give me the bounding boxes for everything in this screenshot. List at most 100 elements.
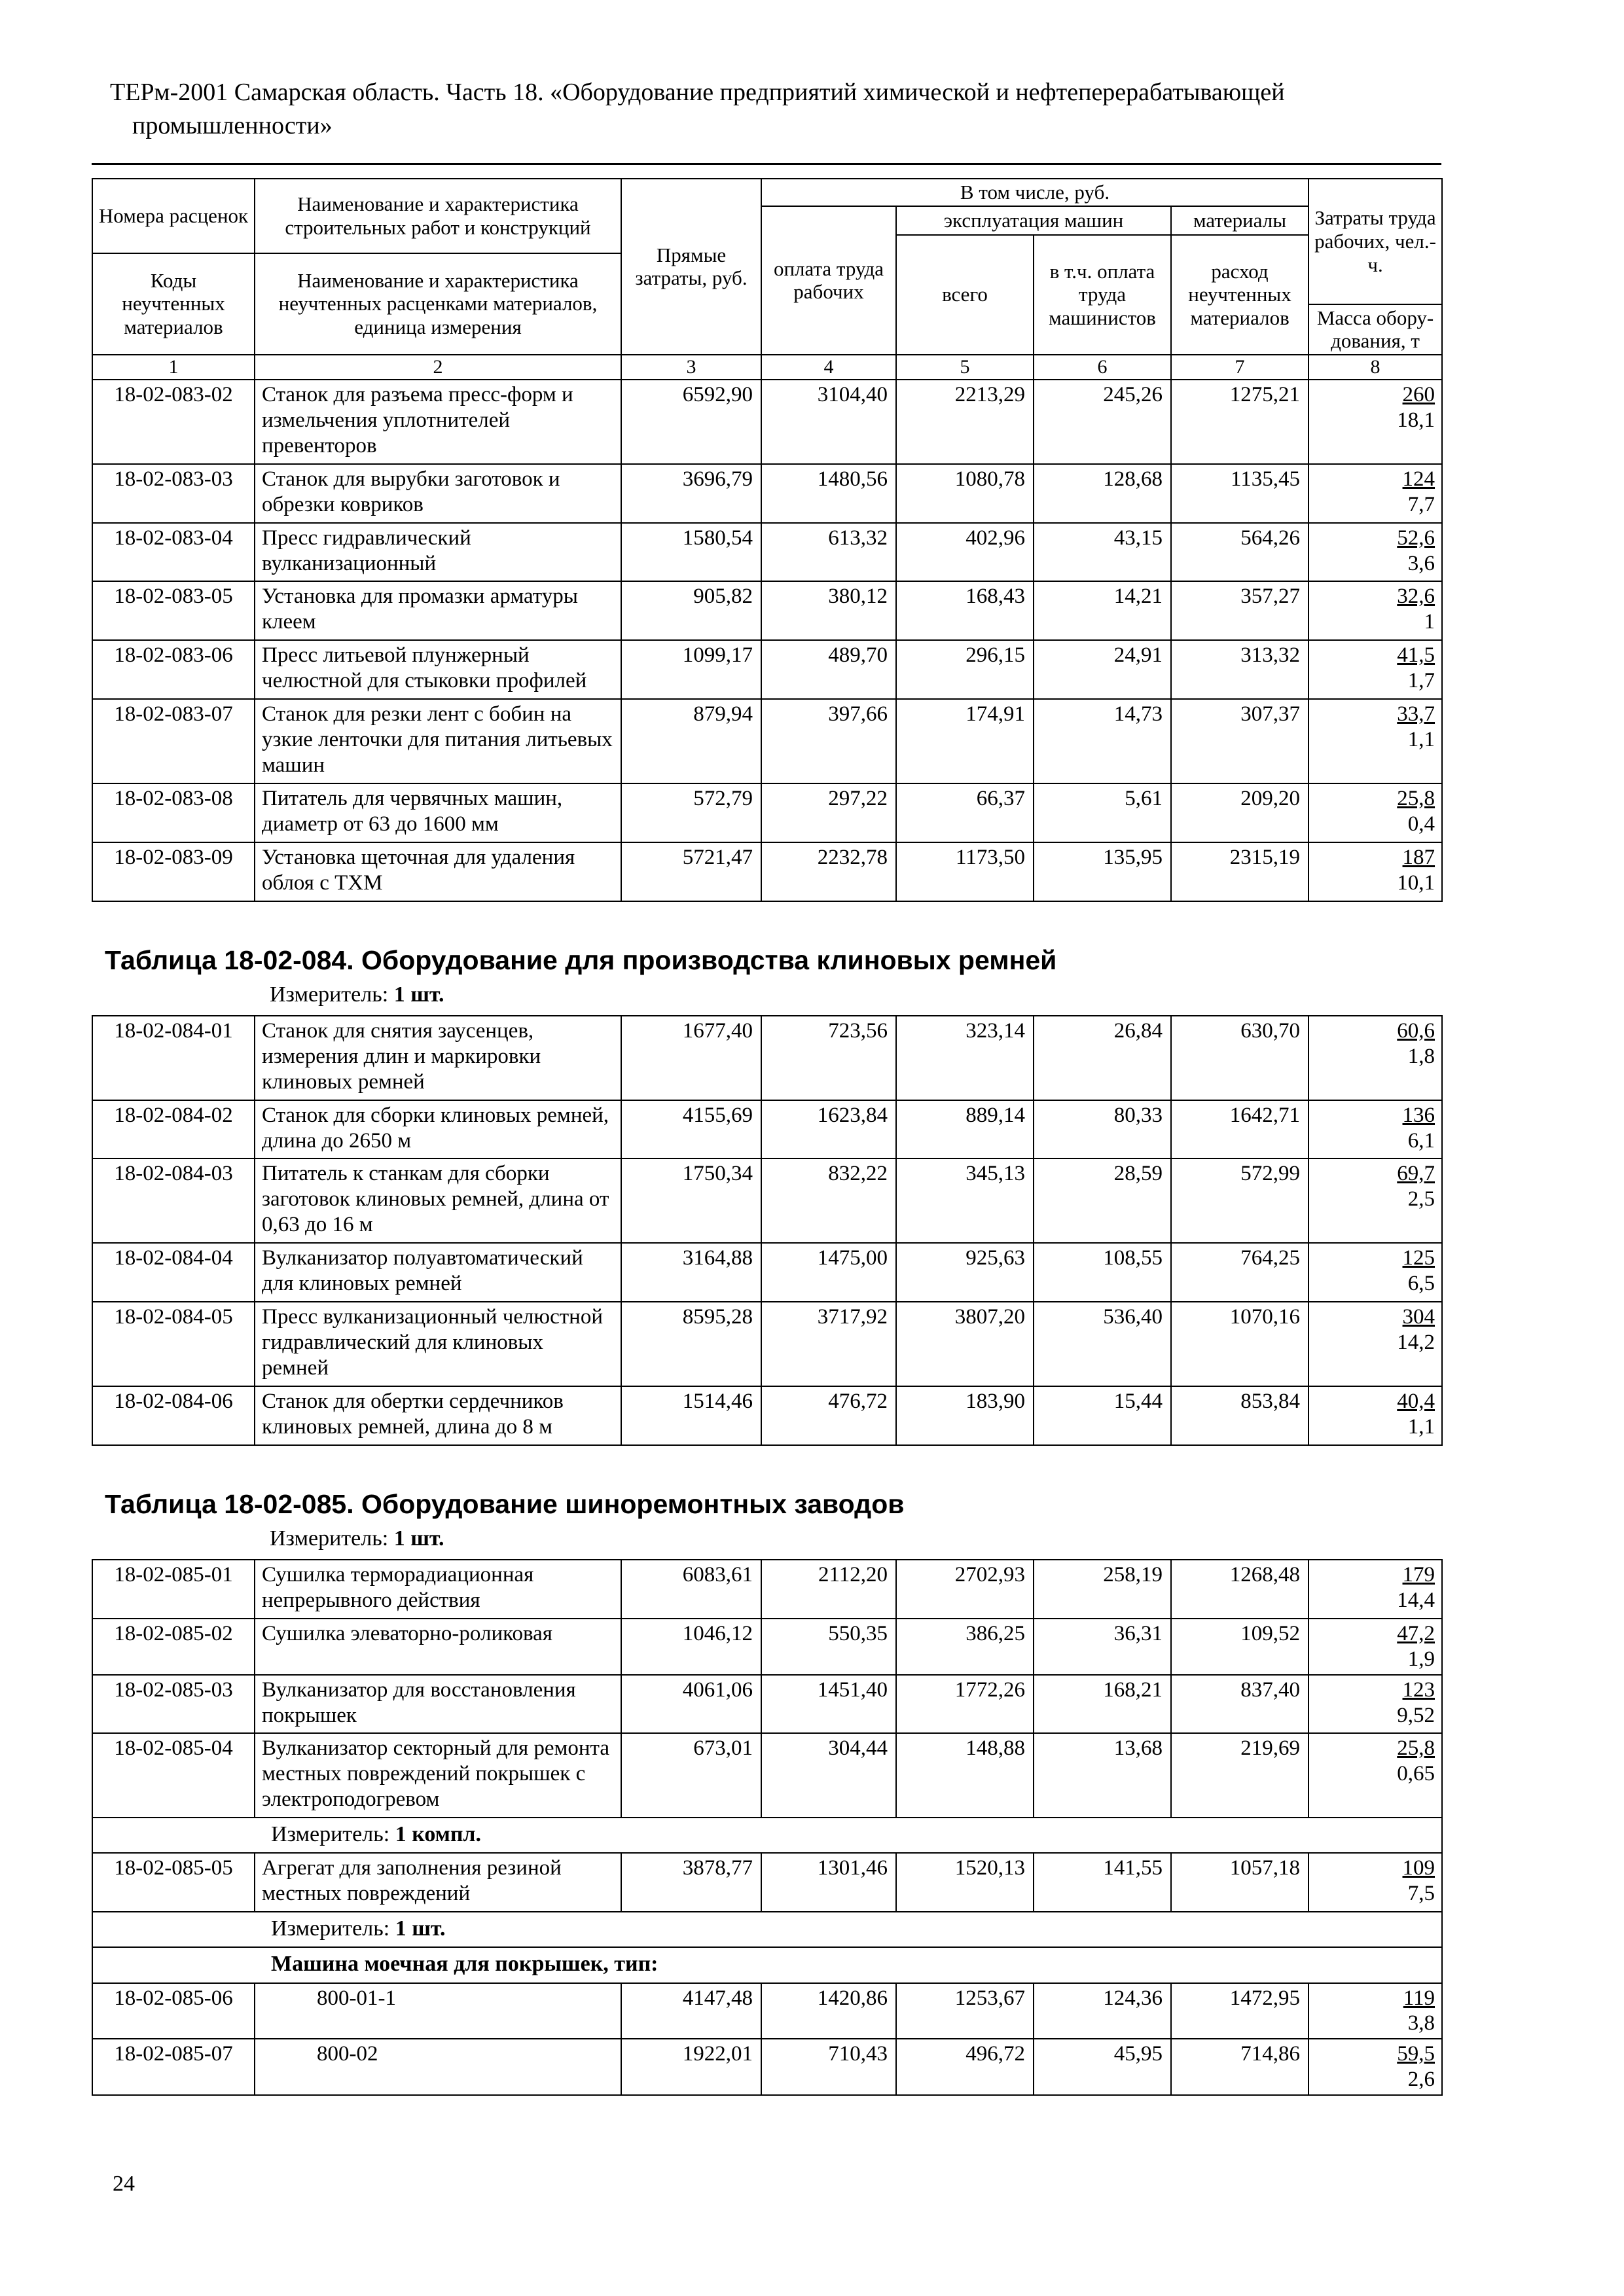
rate-code: 18-02-085-01 <box>92 1558 255 1619</box>
labor-and-mass-cell: 179 14,4 <box>1308 1558 1443 1619</box>
materials-consumption-value: 1268,48 <box>1170 1558 1309 1619</box>
machinists-pay-value: 141,55 <box>1033 1852 1172 1913</box>
materials-consumption-value: 1070,16 <box>1170 1301 1309 1387</box>
workers-pay-value: 3104,40 <box>761 378 897 465</box>
rate-row-18-02-084-06: 18-02-084-06 Станок для обертки сердечник… <box>92 1385 1443 1446</box>
direct-costs-value: 3878,77 <box>621 1852 762 1913</box>
machines-total-value: 925,63 <box>895 1242 1034 1303</box>
machines-total-value: 1253,67 <box>895 1982 1034 2040</box>
rate-row-18-02-085-04: 18-02-085-04 Вулканизатор секторный для р… <box>92 1732 1443 1819</box>
header-col6-machinists-pay: в т.ч. оплата труда машинистов <box>1033 234 1172 355</box>
page-content: Номера расценок Наименование и характери… <box>92 178 1444 2096</box>
direct-costs-value: 1046,12 <box>621 1617 762 1676</box>
rate-row-18-02-083-04: 18-02-083-04 Пресс гидравлический вулкани… <box>92 522 1443 583</box>
labor-and-mass-cell: 109 7,5 <box>1308 1852 1443 1913</box>
machinists-pay-value: 13,68 <box>1033 1732 1172 1819</box>
rate-row-18-02-083-06: 18-02-083-06 Пресс литьевой плунжерный че… <box>92 639 1443 700</box>
rate-row-18-02-083-02: 18-02-083-02 Станок для разъема пресс-фор… <box>92 378 1443 465</box>
rate-row-18-02-084-04: 18-02-084-04 Вулканизатор полуавтоматичес… <box>92 1242 1443 1303</box>
labor-and-mass-cell: 59,5 2,6 <box>1308 2038 1443 2096</box>
labor-hours-value: 123 <box>1402 1677 1435 1702</box>
labor-hours-value: 60,6 <box>1397 1018 1435 1043</box>
labor-hours-value: 41,5 <box>1397 643 1435 668</box>
machines-total-value: 2213,29 <box>895 378 1034 465</box>
labor-hours-value: 304 <box>1402 1305 1435 1329</box>
rate-row-18-02-085-06: 18-02-085-06 800-01-1 4147,48 1420,86 1253,6… <box>92 1982 1443 2040</box>
rate-code: 18-02-084-03 <box>92 1158 255 1244</box>
equipment-mass-value: 2,5 <box>1407 1187 1435 1211</box>
labor-hours-value: 25,8 <box>1397 1736 1435 1761</box>
machines-total-value: 168,43 <box>895 581 1034 641</box>
measurer-label: Измеритель: <box>271 1916 395 1941</box>
direct-costs-value: 1750,34 <box>621 1158 762 1244</box>
rates-table-083: Номера расценок Наименование и характери… <box>92 178 1443 902</box>
rate-code: 18-02-084-04 <box>92 1242 255 1303</box>
labor-hours-value: 187 <box>1402 845 1435 869</box>
direct-costs-value: 1922,01 <box>621 2038 762 2096</box>
materials-consumption-value: 313,32 <box>1170 639 1310 700</box>
section-title-085: Таблица 18-02-085. Оборудование шиноремо… <box>105 1488 905 1519</box>
direct-costs-value: 905,82 <box>621 581 762 641</box>
rate-row-18-02-083-07: 18-02-083-07 Станок для резки лент с боби… <box>92 698 1443 785</box>
labor-and-mass-cell: 69,7 2,5 <box>1308 1158 1443 1244</box>
rate-name: Станок для резки лент с бобин на узкие л… <box>254 698 622 785</box>
rate-code: 18-02-083-05 <box>92 581 255 641</box>
rate-row-18-02-083-09: 18-02-083-09 Установка щеточная для удале… <box>92 841 1443 902</box>
direct-costs-value: 1514,46 <box>621 1385 762 1446</box>
measurer-value: 1 шт. <box>393 1526 444 1551</box>
materials-consumption-value: 837,40 <box>1170 1674 1309 1734</box>
labor-hours-value: 109 <box>1402 1856 1435 1880</box>
equipment-mass-value: 18,1 <box>1397 408 1435 432</box>
equipment-mass-value: 14,2 <box>1397 1331 1435 1355</box>
header-col2-bottom: Наименование и характеристика неучтенных… <box>254 252 622 355</box>
workers-pay-value: 397,66 <box>761 698 897 785</box>
materials-consumption-value: 2315,19 <box>1170 841 1310 902</box>
subheading-cell: Машина моечная для покрышек, тип: <box>92 1946 1443 1984</box>
machines-total-value: 386,25 <box>895 1617 1034 1676</box>
machines-total-value: 148,88 <box>895 1732 1034 1819</box>
machines-total-value: 66,37 <box>895 783 1034 843</box>
header-col4-workers-pay: оплата труда рабочих <box>761 205 897 355</box>
rate-name: Станок для снятия заусенцев, измерения д… <box>254 1014 622 1101</box>
table-header: Номера расценок Наименование и характери… <box>92 178 1443 380</box>
rate-name: Вулканизатор для восстановления покрышек <box>254 1674 622 1734</box>
machines-total-value: 1520,13 <box>895 1852 1034 1913</box>
materials-consumption-value: 209,20 <box>1170 783 1310 843</box>
materials-consumption-value: 1472,95 <box>1170 1982 1309 2040</box>
measurer-line-084: Измеритель: 1 шт. <box>270 982 1444 1007</box>
equipment-mass-value: 7,7 <box>1407 492 1435 516</box>
measurer-label: Измеритель: <box>271 1822 395 1847</box>
direct-costs-value: 572,79 <box>621 783 762 843</box>
header-group-materials: материалы <box>1170 205 1310 236</box>
column-number-4: 4 <box>761 353 897 380</box>
equipment-mass-value: 1,9 <box>1407 1647 1435 1671</box>
materials-consumption-value: 714,86 <box>1170 2038 1309 2096</box>
rate-row-18-02-085-02: 18-02-085-02 Сушилка элеваторно-роликовая… <box>92 1617 1443 1676</box>
labor-hours-value: 32,6 <box>1397 584 1435 609</box>
rate-row-18-02-083-03: 18-02-083-03 Станок для вырубки заготовок… <box>92 463 1443 524</box>
labor-and-mass-cell: 304 14,2 <box>1308 1301 1443 1387</box>
equipment-mass-value: 1,8 <box>1407 1044 1435 1068</box>
rate-name: Пресс вулканизационный челюстной гидравл… <box>254 1301 622 1387</box>
materials-consumption-value: 1135,45 <box>1170 463 1310 524</box>
labor-and-mass-cell: 60,6 1,8 <box>1308 1014 1443 1101</box>
machinists-pay-value: 245,26 <box>1033 378 1172 465</box>
labor-hours-value: 260 <box>1402 382 1435 406</box>
measurer-line-085: Измеритель: 1 шт. <box>270 1526 1444 1551</box>
machinists-pay-value: 258,19 <box>1033 1558 1172 1619</box>
labor-hours-value: 33,7 <box>1397 702 1435 726</box>
rate-code: 18-02-083-08 <box>92 783 255 843</box>
header-col3-direct-costs: Прямые затраты, руб. <box>621 178 762 355</box>
materials-consumption-value: 219,69 <box>1170 1732 1309 1819</box>
labor-hours-value: 119 <box>1403 1986 1435 2010</box>
materials-consumption-value: 572,99 <box>1170 1158 1309 1244</box>
rate-row-18-02-084-03: 18-02-084-03 Питатель к станкам для сборк… <box>92 1158 1443 1244</box>
header-col8-top: Затраты труда рабочих, чел.-ч. <box>1308 178 1443 305</box>
equipment-mass-value: 10,1 <box>1397 870 1435 895</box>
machines-total-value: 402,96 <box>895 522 1034 583</box>
machinists-pay-value: 124,36 <box>1033 1982 1172 2040</box>
machines-total-value: 889,14 <box>895 1099 1034 1160</box>
workers-pay-value: 2232,78 <box>761 841 897 902</box>
labor-hours-value: 40,4 <box>1397 1389 1435 1413</box>
measurer-value: 1 шт. <box>393 982 444 1007</box>
